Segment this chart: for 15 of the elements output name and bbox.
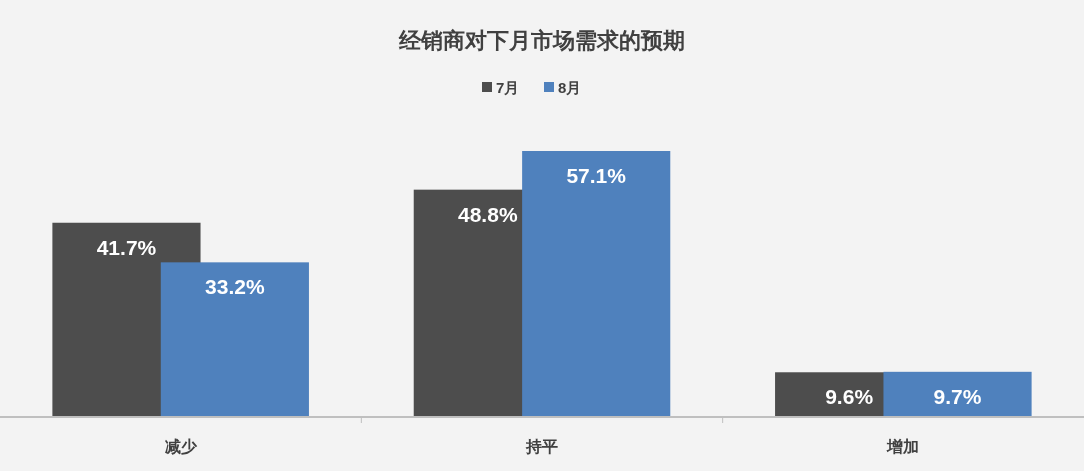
bar [522,151,671,417]
data-label: 48.8% [458,202,518,226]
bar [160,262,309,417]
data-label: 41.7% [96,235,157,259]
bar [883,371,1032,417]
x-tick-label: 增加 [886,438,920,455]
data-label: 9.7% [933,384,982,408]
data-label: 9.6% [825,385,874,409]
legend-label: 8月 [558,79,582,96]
data-label: 33.2% [205,275,265,299]
data-label: 57.1% [566,164,627,187]
x-tick-label: 减少 [164,438,198,455]
x-tick-label: 持平 [525,438,558,455]
legend-label: 7月 [496,79,520,96]
chart-title: 经销商对下月市场需求的预期 [398,28,685,53]
